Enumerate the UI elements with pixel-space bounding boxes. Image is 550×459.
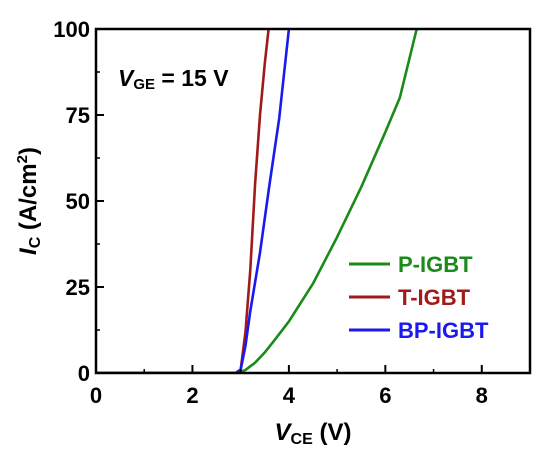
y-tick-label: 0 <box>78 361 90 386</box>
legend-label-bp-igbt: BP-IGBT <box>398 318 489 343</box>
x-title-unit: (V) <box>313 419 352 446</box>
y-tick-label: 25 <box>66 275 90 300</box>
y-title-sub: C <box>27 236 44 248</box>
x-axis-title: VCE (V) <box>275 419 352 448</box>
x-title-main: V <box>275 419 293 446</box>
x-tick-label: 2 <box>186 383 198 408</box>
legend-label-p-igbt: P-IGBT <box>398 252 473 277</box>
x-tick-label: 6 <box>379 383 391 408</box>
y-axis-title: IC (A/cm2) <box>14 147 44 255</box>
y-title-unit-post: ) <box>15 147 42 155</box>
legend: P-IGBT T-IGBT BP-IGBT <box>349 252 489 343</box>
y-tick-label: 100 <box>53 17 90 42</box>
annotation-sub: GE <box>133 76 155 93</box>
legend-label-t-igbt: T-IGBT <box>398 285 471 310</box>
y-title-main: I <box>15 247 42 255</box>
x-tick-label: 0 <box>90 383 102 408</box>
series-line-p-igbt <box>96 29 418 373</box>
y-axis-ticks: 0 25 50 75 100 <box>53 17 104 386</box>
x-title-sub: CE <box>291 431 314 448</box>
x-axis-ticks: 0 2 4 6 8 <box>90 365 488 408</box>
y-title-unit-sup: 2 <box>14 155 31 163</box>
annotation-main: V <box>118 65 135 91</box>
y-tick-label: 75 <box>66 103 90 128</box>
x-tick-label: 4 <box>283 383 296 408</box>
y-title-unit-pre: (A/cm <box>15 163 42 236</box>
y-tick-label: 50 <box>66 189 90 214</box>
vge-annotation: VGE = 15 V <box>118 65 229 93</box>
annotation-rest: = 15 V <box>155 65 229 91</box>
x-tick-label: 8 <box>476 383 488 408</box>
